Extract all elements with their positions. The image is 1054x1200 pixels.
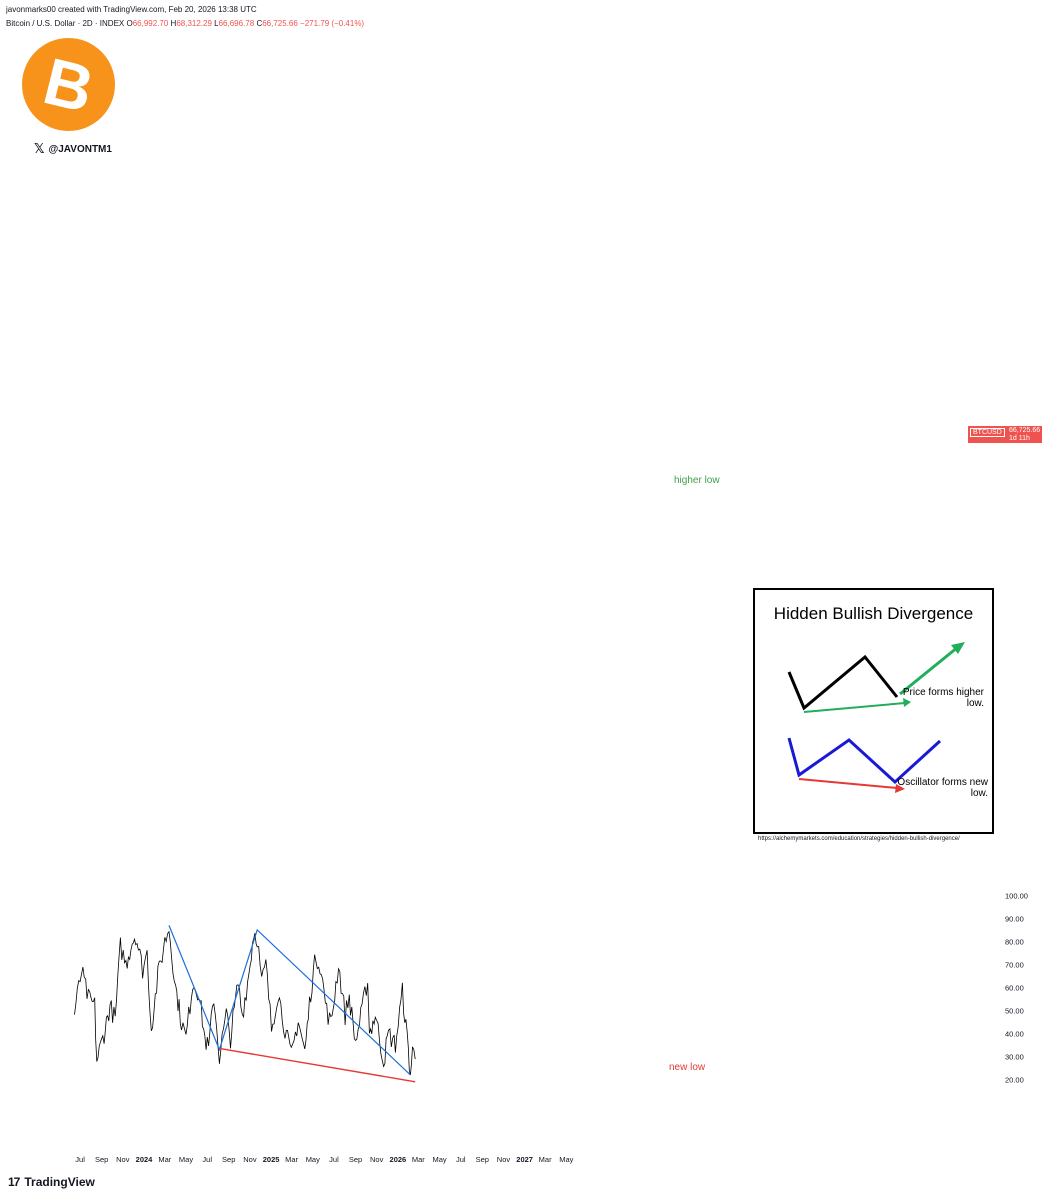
author-handle: 𝕏 @JAVONTM1 bbox=[34, 141, 112, 157]
diagram-source-url: https://alchemymarkets.com/education/str… bbox=[758, 836, 960, 842]
divergence-diagram: Hidden Bullish Divergence Price forms hi… bbox=[753, 588, 994, 834]
osc-tick-label: 90.00 bbox=[1005, 915, 1024, 924]
osc-tick-label: 30.00 bbox=[1005, 1053, 1024, 1062]
time-tick-label: Mar bbox=[158, 1155, 171, 1164]
time-tick-label: Jul bbox=[202, 1155, 212, 1164]
handle-text: @JAVONTM1 bbox=[48, 143, 112, 155]
divergence-diagram-drawing bbox=[787, 642, 965, 793]
osc-tick-label: 80.00 bbox=[1005, 938, 1024, 947]
osc-tick-label: 60.00 bbox=[1005, 984, 1024, 993]
time-tick-label: Nov bbox=[370, 1155, 384, 1164]
diagram-new-low-line bbox=[798, 778, 898, 789]
time-tick-label: May bbox=[559, 1155, 573, 1164]
tradingview-logo-icon: 17 bbox=[8, 1175, 20, 1189]
time-tick-label: 2024 bbox=[136, 1155, 154, 1164]
osc-tick-label: 50.00 bbox=[1005, 1007, 1024, 1016]
price-tag-value: 66,725.66 bbox=[1009, 427, 1041, 434]
time-tick-label: Jul bbox=[329, 1155, 339, 1164]
new-low-label: new low bbox=[669, 1062, 706, 1073]
oscillator-trend-lines bbox=[168, 925, 411, 1076]
ohlc-high: 68,312.29 bbox=[176, 19, 212, 28]
oscillator-axis: 100.00 90.00 80.00 70.00 60.00 50.00 40.00 30.0… bbox=[1005, 892, 1028, 1085]
diagram-price-arrowhead bbox=[951, 642, 965, 654]
time-tick-label: Nov bbox=[116, 1155, 130, 1164]
x-logo-icon: 𝕏 bbox=[34, 141, 45, 156]
symbol-name: Bitcoin / U.S. Dollar · 2D · INDEX bbox=[6, 19, 125, 28]
bitcoin-glyph: B bbox=[36, 42, 101, 127]
osc-tick-label: 20.00 bbox=[1005, 1076, 1024, 1085]
time-tick-label: Sep bbox=[349, 1155, 362, 1164]
higher-low-label: higher low bbox=[674, 475, 720, 486]
ohlc-change: −271.79 (−0.41%) bbox=[300, 19, 365, 28]
ohlc-close: 66,725.66 bbox=[262, 19, 298, 28]
osc-tick-label: 100.00 bbox=[1005, 892, 1028, 901]
time-tick-label: 2026 bbox=[390, 1155, 407, 1164]
time-tick-label: Mar bbox=[285, 1155, 298, 1164]
bitcoin-logo-icon: B bbox=[22, 38, 115, 131]
time-tick-label: 2025 bbox=[263, 1155, 280, 1164]
diagram-osc-note: Oscillator forms new low. bbox=[897, 777, 988, 799]
price-tag-symbol: BTCUSD bbox=[970, 428, 1005, 437]
time-tick-label: Nov bbox=[243, 1155, 257, 1164]
time-tick-label: Jul bbox=[456, 1155, 466, 1164]
symbol-legend: Bitcoin / U.S. Dollar · 2D · INDEX O66,9… bbox=[6, 19, 365, 28]
time-tick-label: Mar bbox=[412, 1155, 425, 1164]
tradingview-brand: 17 TradingView bbox=[8, 1175, 95, 1189]
diagram-new-low-arrowhead bbox=[895, 784, 905, 793]
last-price-tag: BTCUSD 66,725.66 1d 11h bbox=[968, 426, 1042, 443]
ohlc-open: 66,992.70 bbox=[132, 19, 169, 28]
time-tick-label: Mar bbox=[539, 1155, 552, 1164]
time-tick-label: May bbox=[432, 1155, 446, 1164]
tradingview-wordmark: TradingView bbox=[24, 1175, 95, 1189]
time-tick-label: Sep bbox=[222, 1155, 235, 1164]
new-low-trendline bbox=[219, 1047, 416, 1083]
diagram-price-line bbox=[787, 654, 899, 711]
price-tag-countdown: 1d 11h bbox=[1009, 435, 1030, 442]
ohlc-low: 66,696.78 bbox=[218, 19, 255, 28]
diagram-price-note: Price forms higher low. bbox=[902, 687, 984, 709]
osc-tick-label: 40.00 bbox=[1005, 1030, 1024, 1039]
diagram-price-arrow bbox=[899, 645, 959, 696]
time-tick-label: May bbox=[306, 1155, 320, 1164]
oscillator-pane bbox=[74, 925, 416, 1083]
diagram-higher-low-line bbox=[803, 702, 906, 713]
time-axis: Jul Sep Nov 2024 Mar May Jul Sep Nov 2025 Mar May Ju… bbox=[75, 1155, 573, 1164]
osc-tick-label: 70.00 bbox=[1005, 961, 1024, 970]
diagram-osc-line bbox=[787, 737, 942, 785]
diagram-higher-low-arrowhead bbox=[903, 698, 911, 707]
time-tick-label: 2027 bbox=[516, 1155, 533, 1164]
time-tick-label: Sep bbox=[476, 1155, 489, 1164]
time-tick-label: Nov bbox=[497, 1155, 511, 1164]
diagram-title: Hidden Bullish Divergence bbox=[773, 604, 974, 623]
time-tick-label: May bbox=[179, 1155, 193, 1164]
time-tick-label: Sep bbox=[95, 1155, 108, 1164]
chart-credit: javonmarks00 created with TradingView.co… bbox=[6, 5, 257, 14]
time-tick-label: Jul bbox=[75, 1155, 85, 1164]
